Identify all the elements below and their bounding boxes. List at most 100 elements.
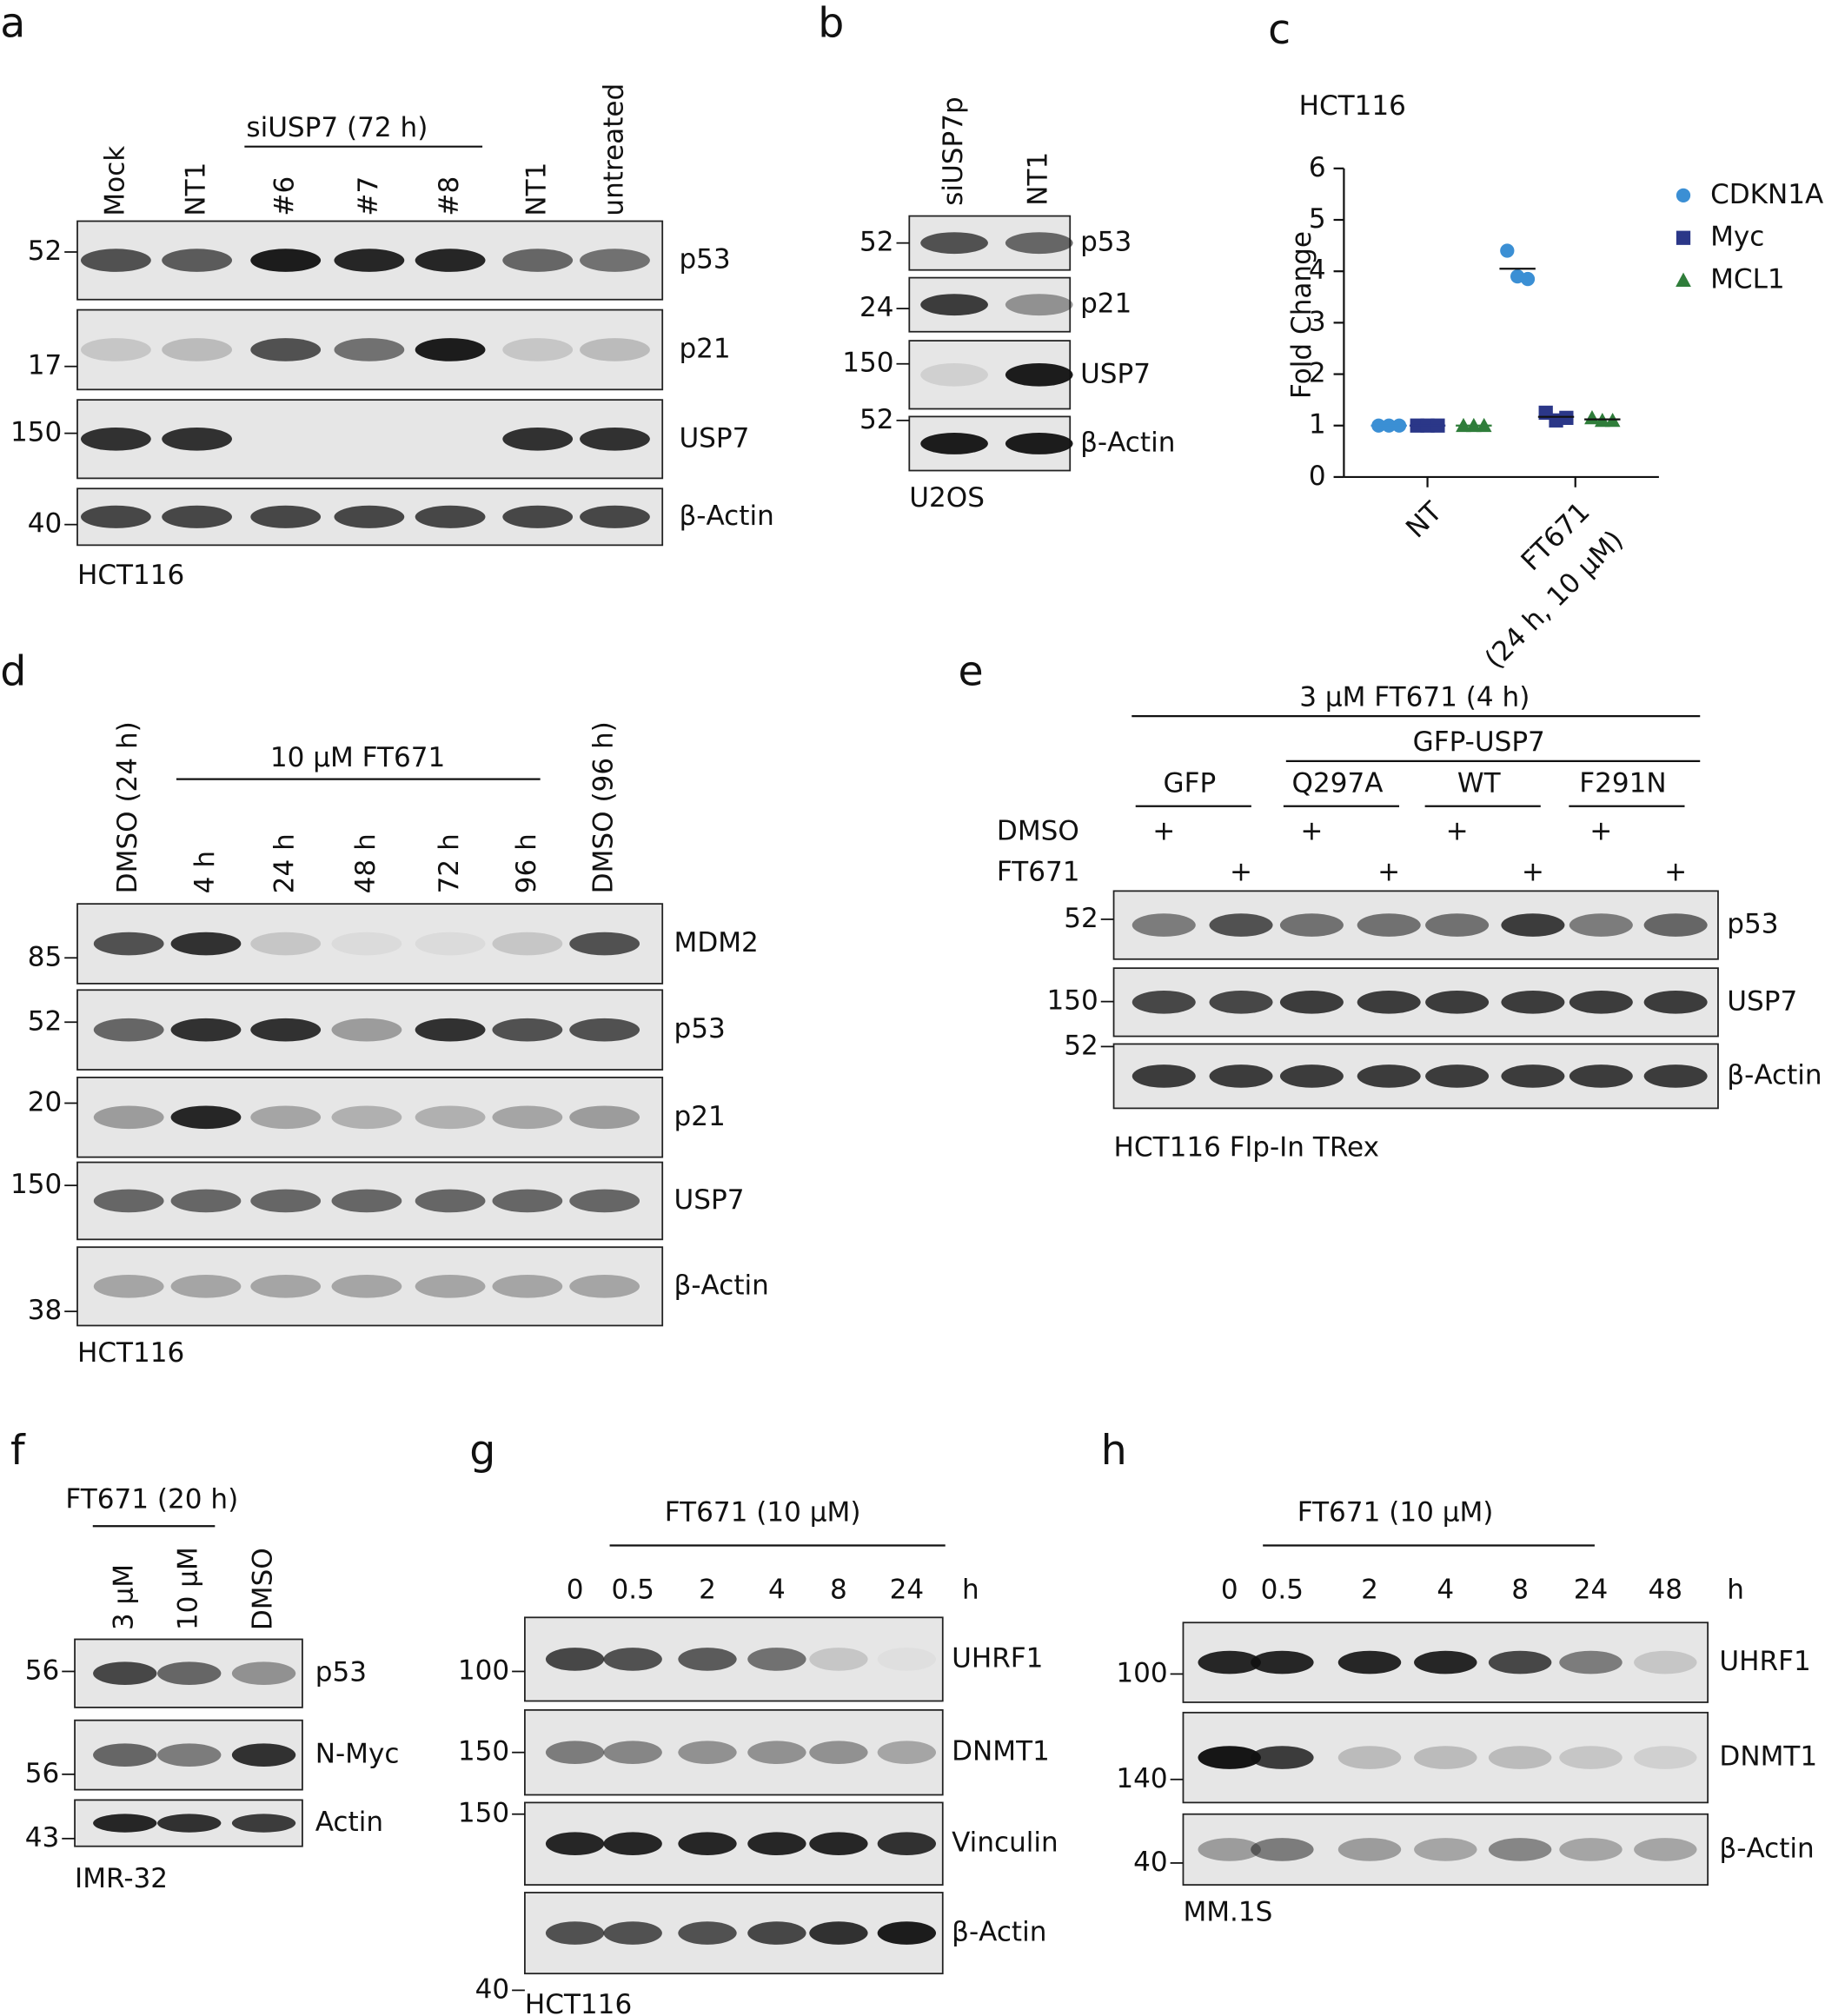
protein-label: Vinculin [952,1827,1058,1859]
band [415,1275,486,1298]
band [93,1189,164,1213]
lane-label: 24 [890,1574,925,1605]
band [1569,1064,1633,1088]
band [569,1018,640,1042]
band [1559,1746,1623,1769]
band [1559,1650,1623,1674]
legend-label: Myc [1710,222,1764,253]
band [492,1275,563,1298]
band [157,1814,222,1833]
band [1337,1746,1402,1769]
band [1559,1838,1623,1861]
protein-label: β-Actin [1080,427,1175,458]
marker: 40 [28,508,63,540]
band [502,249,574,272]
chart-title: HCT116 [1299,90,1406,122]
band [415,1018,486,1042]
protein-label: Actin [315,1807,383,1838]
marker: 56 [25,1758,60,1789]
band [1501,1064,1565,1088]
band [678,1921,737,1945]
band [250,1105,322,1130]
lane-label: 8 [1511,1574,1529,1605]
marker: 100 [458,1655,509,1686]
cell-line: MM.1S [1183,1897,1272,1928]
marker: 150 [842,348,893,379]
band [250,1018,322,1042]
band [920,232,988,255]
band [157,1661,222,1686]
band [809,1648,868,1671]
protein-label: p21 [679,333,730,364]
band [250,932,322,956]
protein-label: p21 [674,1101,726,1132]
band [1209,913,1273,937]
panel-letter: b [818,0,844,48]
panel-letter: d [0,647,26,695]
band [170,1105,242,1130]
point [1559,410,1574,426]
band [492,1189,563,1213]
band [1279,1064,1344,1088]
x-tick-label: NT [1400,495,1449,544]
lane-label: DMSO [248,1548,279,1630]
header: FT671 (10 μM) [1297,1496,1494,1528]
band [93,1018,164,1042]
lane-label: #7 [353,176,384,216]
band [1634,1746,1697,1769]
protein-label: p21 [1080,288,1132,320]
lane-label: 0 [567,1574,584,1605]
marker: 85 [28,941,63,972]
band [250,505,322,528]
band [81,338,151,361]
legend-label: CDKN1A [1710,179,1823,210]
band [747,1648,806,1671]
group-label: Q297A [1292,768,1384,799]
band [81,427,151,451]
band [1279,991,1344,1014]
band [1425,1064,1490,1088]
cell-line: HCT116 [77,1337,184,1369]
band [580,505,650,528]
band [1198,1746,1261,1769]
band [93,932,164,956]
treatment-label: DMSO [997,815,1079,846]
band [415,1189,486,1213]
lane-label: 96 h [511,833,542,893]
lane-label: 8 [830,1574,847,1605]
band [1425,991,1490,1014]
protein-label: β-Actin [674,1270,769,1301]
cell-line: IMR-32 [75,1863,168,1894]
y-tick-label: 4 [1309,255,1326,286]
marker: 38 [28,1295,63,1326]
band [1005,232,1073,255]
cell-line: HCT116 Flp-In TRex [1114,1131,1379,1163]
lane-label: Mock [99,146,130,216]
band [1132,1064,1196,1088]
lane-label: 24 [1574,1574,1609,1605]
panel-letter: f [10,1427,26,1475]
band [545,1648,605,1671]
band [1337,1650,1402,1674]
band [1251,1746,1314,1769]
marker: 56 [25,1655,60,1686]
band [170,1189,242,1213]
marker: 40 [1133,1847,1168,1878]
band [170,1275,242,1298]
protein-label: p53 [1080,227,1132,258]
band [334,249,405,272]
lane-label: #8 [434,176,465,216]
band [250,1275,322,1298]
lane-label: 48 h [350,833,382,893]
band [170,932,242,956]
point [1676,272,1691,287]
lane-label: 48 [1649,1574,1683,1605]
plus-sign: + [1230,857,1252,888]
band [603,1921,662,1945]
group-label: F291N [1579,768,1666,799]
plus-sign: + [1300,815,1323,846]
protein-label: β-Actin [1727,1059,1822,1091]
lane-label: 2 [1361,1574,1378,1605]
band [545,1832,605,1856]
